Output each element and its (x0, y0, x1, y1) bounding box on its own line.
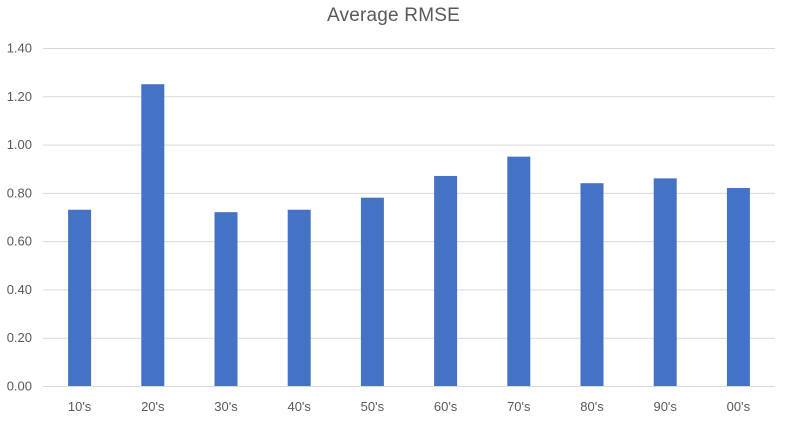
bar-50ss (360, 197, 384, 386)
x-tick-label: 40's (287, 399, 311, 414)
bar-70ss (507, 156, 531, 386)
y-tick-label: 1.40 (7, 41, 32, 56)
x-tick-label: 20's (141, 399, 165, 414)
x-tick-label: 30's (214, 399, 238, 414)
bar-10ss (68, 209, 92, 386)
bar-90ss (653, 178, 677, 386)
y-axis-tick-labels: 0.00 0.20 0.40 0.60 0.80 1.00 1.20 1.40 (7, 41, 32, 394)
x-tick-label: 50's (361, 399, 385, 414)
bar-20ss (141, 84, 165, 386)
bar-00ss (726, 188, 750, 386)
bar-60ss (434, 175, 458, 386)
x-tick-label: 80's (580, 399, 604, 414)
bar-40ss (287, 209, 311, 386)
x-tick-label: 10's (68, 399, 92, 414)
y-tick-label: 0.80 (7, 185, 32, 200)
y-tick-label: 0.20 (7, 330, 32, 345)
bars (68, 84, 750, 386)
x-tick-label: 00's (727, 399, 751, 414)
y-tick-label: 0.00 (7, 379, 32, 394)
x-tick-label: 90's (653, 399, 677, 414)
x-axis-tick-labels: 10's 20's 30's 40's 50's 60's 70's 80's 90's 00's (68, 399, 751, 414)
y-tick-label: 1.20 (7, 89, 32, 104)
y-tick-label: 0.40 (7, 282, 32, 297)
gridlines (43, 48, 775, 387)
y-tick-label: 0.60 (7, 234, 32, 249)
bar-30ss (214, 212, 238, 386)
x-tick-label: 70's (507, 399, 531, 414)
bar-80ss (580, 183, 604, 386)
x-tick-label: 60's (434, 399, 458, 414)
y-tick-label: 1.00 (7, 137, 32, 152)
chart-title: Average RMSE (327, 5, 460, 26)
